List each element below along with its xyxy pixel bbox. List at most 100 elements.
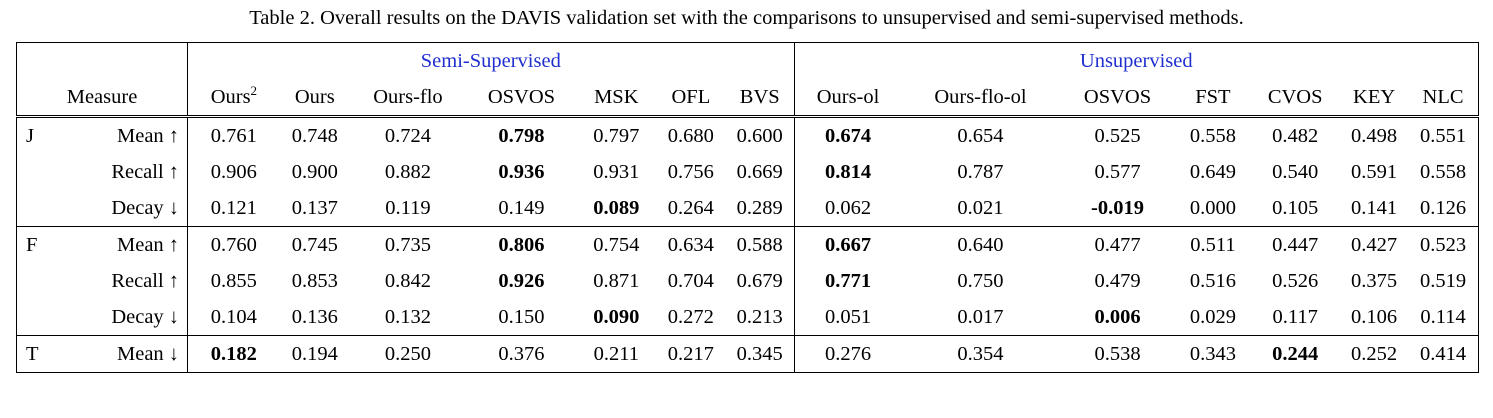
cell-semi-5: 0.634 — [667, 234, 714, 256]
cell-semi-2: 0.724 — [384, 125, 432, 147]
column-header-semi-3: OSVOS — [466, 79, 577, 118]
cell-semi-5: 0.756 — [667, 161, 714, 183]
metric-label: Decay ↓ — [55, 190, 189, 227]
cell-unsup-5: 0.591 — [1351, 161, 1398, 183]
measure-group-letter — [15, 190, 56, 227]
table-row: J Mean ↑ 0.761 0.748 0.724 0.798 0.797 0.680 0.6… — [15, 116, 1480, 154]
column-header-semi-6: BVS — [725, 79, 795, 118]
cell-unsup-1: 0.354 — [901, 335, 1060, 373]
cell-unsup-0: 0.062 — [794, 190, 902, 227]
cell-semi-2: 0.119 — [349, 190, 467, 227]
cell-unsup-5: 0.375 — [1351, 270, 1398, 292]
cell-unsup-1: 0.787 — [957, 161, 1004, 183]
cell-semi-2: 0.132 — [349, 299, 467, 336]
cell-semi-0: 0.121 — [187, 190, 280, 227]
cell-semi-0: 0.760 — [210, 234, 257, 256]
cell-unsup-3: 0.649 — [1189, 161, 1236, 183]
cell-semi-0: 0.182 — [187, 335, 280, 373]
table-row: T Mean ↓ 0.182 0.194 0.250 0.376 0.211 0.217 0.3… — [15, 335, 1480, 373]
cell-semi-1: 0.853 — [291, 270, 338, 292]
column-header-unsup-2: OSVOS — [1059, 79, 1176, 118]
cell-unsup-0: 0.814 — [824, 161, 872, 183]
column-header-semi-4: MSK — [576, 79, 656, 118]
cell-semi-5: 0.704 — [667, 270, 714, 292]
cell-semi-5: 0.272 — [655, 299, 726, 336]
cell-semi-3: 0.806 — [498, 234, 545, 256]
table-row: Recall ↑ 0.906 0.900 0.882 0.936 0.931 0.756 0.… — [15, 154, 1480, 190]
cell-unsup-5: 0.106 — [1340, 299, 1409, 336]
cell-semi-3: 0.376 — [466, 335, 577, 373]
cell-semi-0: 0.906 — [210, 161, 257, 183]
cell-unsup-6: 0.558 — [1408, 154, 1480, 190]
column-header-unsup-3: FST — [1175, 79, 1251, 118]
cell-unsup-2: 0.538 — [1059, 335, 1176, 373]
column-header-semi-2: Ours-flo — [349, 79, 467, 118]
cell-unsup-4: 0.526 — [1272, 270, 1319, 292]
column-header-semi-1: Ours — [279, 79, 350, 118]
cell-semi-1: 0.748 — [291, 125, 338, 147]
cell-unsup-6: 0.414 — [1408, 335, 1480, 373]
metric-label: Mean ↓ — [55, 335, 189, 373]
cell-unsup-2: 0.477 — [1094, 234, 1141, 256]
cell-unsup-0: 0.276 — [794, 335, 902, 373]
cell-unsup-3: 0.000 — [1175, 190, 1251, 227]
cell-unsup-6: 0.523 — [1408, 226, 1480, 263]
table-caption: Table 2. Overall results on the DAVIS va… — [249, 7, 1244, 29]
column-header-unsup-5: KEY — [1340, 79, 1409, 118]
cell-semi-4: 0.871 — [593, 270, 640, 292]
cell-semi-5: 0.680 — [667, 125, 714, 147]
cell-semi-2: 0.842 — [384, 270, 432, 292]
cell-unsup-3: 0.343 — [1175, 335, 1251, 373]
cell-unsup-6: 0.551 — [1408, 116, 1480, 154]
cell-unsup-1: 0.640 — [957, 234, 1004, 256]
results-body: J Mean ↑ 0.761 0.748 0.724 0.798 0.797 0.680 0.6… — [15, 116, 1480, 373]
measure-group-letter: T — [15, 335, 56, 373]
cell-unsup-4: 0.540 — [1272, 161, 1319, 183]
cell-semi-0: 0.761 — [210, 125, 257, 147]
cell-unsup-3: 0.511 — [1190, 234, 1236, 256]
cell-semi-3: 0.926 — [498, 270, 545, 292]
cell-unsup-3: 0.516 — [1189, 270, 1236, 292]
cell-unsup-4: 0.117 — [1250, 299, 1341, 336]
cell-semi-1: 0.745 — [291, 234, 338, 256]
cell-semi-3: 0.149 — [466, 190, 577, 227]
cell-semi-3: 0.150 — [466, 299, 577, 336]
cell-semi-1: 0.900 — [291, 161, 338, 183]
cell-unsup-1: 0.021 — [901, 190, 1060, 227]
cell-unsup-1: 0.750 — [957, 270, 1004, 292]
cell-unsup-5: 0.141 — [1340, 190, 1409, 227]
cell-unsup-0: 0.667 — [824, 234, 872, 256]
column-header-semi-0: Ours2 — [187, 79, 280, 118]
cell-unsup-2: 0.006 — [1059, 299, 1176, 336]
cell-semi-4: 0.089 — [576, 190, 656, 227]
cell-semi-6: 0.289 — [725, 190, 795, 227]
cell-semi-5: 0.217 — [655, 335, 726, 373]
cell-semi-6: 0.588 — [725, 226, 795, 263]
cell-semi-6: 0.669 — [725, 154, 795, 190]
cell-semi-4: 0.211 — [576, 335, 656, 373]
cell-semi-2: 0.735 — [384, 234, 432, 256]
cell-semi-3: 0.936 — [498, 161, 545, 183]
measure-group-letter: J — [15, 116, 56, 154]
cell-semi-1: 0.136 — [279, 299, 350, 336]
column-header-unsup-0: Ours-ol — [794, 79, 902, 118]
cell-semi-0: 0.855 — [210, 270, 257, 292]
cell-semi-2: 0.882 — [384, 161, 432, 183]
cell-unsup-2: -0.019 — [1059, 190, 1176, 227]
cell-unsup-3: 0.029 — [1175, 299, 1251, 336]
cell-unsup-0: 0.051 — [794, 299, 902, 336]
metric-label: Recall ↑ — [55, 154, 189, 190]
cell-unsup-5: 0.427 — [1351, 234, 1398, 256]
metric-label: Mean ↑ — [55, 226, 189, 263]
cell-semi-4: 0.754 — [593, 234, 640, 256]
cell-unsup-6: 0.114 — [1408, 299, 1480, 336]
measure-group-letter — [15, 299, 56, 336]
measure-group-letter: F — [15, 226, 56, 263]
cell-unsup-4: 0.105 — [1250, 190, 1341, 227]
cell-semi-2: 0.250 — [349, 335, 467, 373]
cell-semi-4: 0.090 — [576, 299, 656, 336]
cell-unsup-0: 0.674 — [824, 125, 872, 147]
cell-unsup-5: 0.498 — [1351, 125, 1398, 147]
cell-unsup-2: 0.577 — [1094, 161, 1141, 183]
column-header-row: Measure Ours2 Ours Ours-flo OSVOS MSK OFL BVS O… — [15, 79, 1480, 118]
